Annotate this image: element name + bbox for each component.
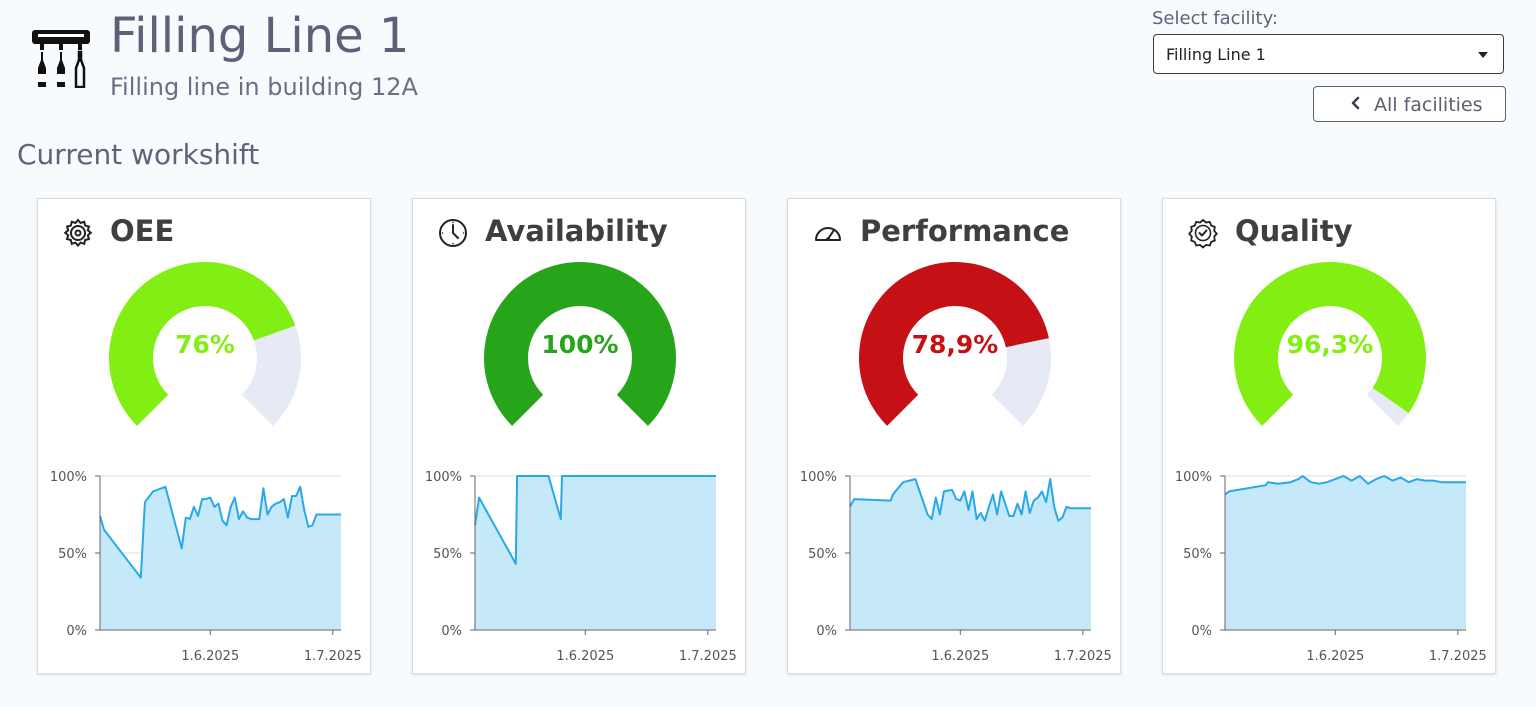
quality-trend-chart: 100% 50% 0% 1.6.2025 1.7.2025 [1175, 470, 1487, 664]
y-tick-label: 100% [425, 470, 462, 485]
page-subtitle: Filling line in building 12A [110, 73, 418, 101]
y-tick-label: 100% [50, 470, 87, 485]
quality-value: 96,3% [1286, 330, 1374, 359]
card-performance: Performance 78,9% 100% 50% 0% 1.6.2025 1.7.2… [787, 198, 1121, 674]
y-tick-label: 100% [1175, 470, 1212, 485]
oee-gauge [109, 262, 302, 426]
facility-select-label: Select facility: [1152, 8, 1278, 29]
card-title: OEE [110, 214, 175, 248]
facility-select[interactable]: Filling Line 1 [1153, 34, 1504, 74]
y-tick-label: 50% [58, 547, 87, 562]
card-availability: Availability 100% 100% 50% 0% 1.6.2025 1.7.2… [412, 198, 746, 674]
card-quality: Quality 96,3% 100% 50% 0% 1.6.2025 1.7.2025 [1162, 198, 1496, 674]
x-tick-label: 1.6.2025 [556, 649, 614, 664]
page-title: Filling Line 1 [110, 8, 410, 64]
availability-gauge [484, 262, 676, 426]
x-tick-label: 1.7.2025 [1054, 649, 1112, 664]
y-tick-label: 0% [816, 624, 837, 639]
badge-check-icon [1188, 218, 1218, 249]
y-tick-label: 0% [1191, 624, 1212, 639]
filling-line-icon [32, 30, 90, 88]
y-tick-label: 50% [433, 547, 462, 562]
gauge-track [1366, 387, 1409, 426]
quality-gauge [1234, 262, 1426, 426]
area-fill [850, 479, 1091, 630]
gauge-fill [109, 262, 296, 426]
card-oee: OEE 76% 100% 50% 0% 1.6.2025 1.7.2025 [37, 198, 371, 674]
all-facilities-label: All facilities [1374, 94, 1483, 116]
chevron-left-icon [1351, 96, 1360, 110]
facility-select-value: Filling Line 1 [1166, 45, 1266, 64]
gauge-fill [484, 262, 676, 426]
series-line [474, 475, 716, 565]
area-fill [475, 476, 716, 630]
x-tick-label: 1.6.2025 [1306, 649, 1364, 664]
series-line [1224, 475, 1466, 496]
x-tick-label: 1.6.2025 [181, 649, 239, 664]
x-tick-label: 1.6.2025 [931, 649, 989, 664]
card-title: Quality [1235, 214, 1353, 248]
availability-value: 100% [541, 330, 619, 359]
x-tick-label: 1.7.2025 [679, 649, 737, 664]
gear-icon [63, 218, 93, 248]
x-tick-label: 1.7.2025 [304, 649, 362, 664]
series-line [99, 485, 341, 579]
gauge-track [241, 325, 302, 426]
series-line [849, 478, 1091, 522]
gauge-track [991, 338, 1051, 426]
x-tick-label: 1.7.2025 [1429, 649, 1487, 664]
card-title: Performance [860, 214, 1070, 248]
y-tick-label: 0% [441, 624, 462, 639]
y-tick-label: 0% [66, 624, 87, 639]
performance-value: 78,9% [911, 330, 999, 359]
speedometer-icon [815, 227, 841, 241]
card-title: Availability [485, 214, 668, 248]
area-fill [100, 486, 341, 630]
performance-trend-chart: 100% 50% 0% 1.6.2025 1.7.2025 [800, 470, 1112, 664]
oee-value: 76% [175, 330, 235, 359]
y-tick-label: 100% [800, 470, 837, 485]
caret-down-icon [1478, 52, 1488, 58]
y-tick-label: 50% [1183, 547, 1212, 562]
performance-gauge [859, 261, 1051, 426]
gauge-fill [1234, 262, 1426, 426]
clock-icon [439, 219, 467, 247]
section-title: Current workshift [17, 138, 260, 171]
availability-trend-chart: 100% 50% 0% 1.6.2025 1.7.2025 [425, 470, 737, 664]
all-facilities-button[interactable]: All facilities [1313, 86, 1506, 122]
gauge-fill [859, 261, 1049, 426]
area-fill [1225, 476, 1466, 630]
oee-trend-chart: 100% 50% 0% 1.6.2025 1.7.2025 [50, 470, 362, 664]
y-tick-label: 50% [808, 547, 837, 562]
